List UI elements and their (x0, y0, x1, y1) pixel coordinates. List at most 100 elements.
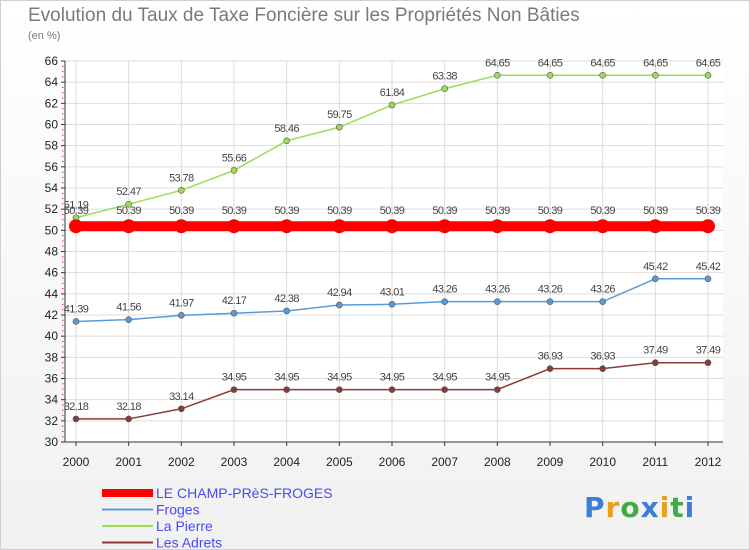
data-label: 51.19 (64, 200, 89, 212)
data-point (546, 298, 554, 305)
data-label: 50.39 (327, 205, 352, 217)
data-point (121, 219, 136, 234)
y-minor-tick (62, 198, 64, 200)
x-tick-label: 2012 (695, 455, 722, 469)
data-label: 34.95 (222, 372, 247, 384)
y-tick-label: 66 (45, 54, 59, 68)
data-point (494, 71, 501, 79)
legend-label: Froges (156, 502, 200, 518)
x-tick-label: 2000 (63, 455, 90, 469)
y-minor-tick (62, 240, 64, 242)
data-point (599, 298, 606, 305)
logo-letter: t (670, 491, 685, 524)
y-tick-label: 48 (45, 245, 59, 259)
data-label: 58.46 (274, 123, 299, 135)
y-minor-tick (62, 213, 64, 215)
logo-letter: P (584, 491, 606, 524)
data-label: 34.95 (432, 372, 457, 384)
data-point (385, 219, 399, 234)
y-minor-tick (62, 219, 64, 221)
data-point (230, 309, 238, 317)
logo-letter: x (640, 491, 660, 524)
data-point (546, 71, 554, 79)
y-minor-tick (62, 266, 64, 268)
data-label: 43.26 (590, 284, 615, 296)
data-point (283, 386, 290, 393)
data-label: 61.84 (380, 87, 405, 99)
y-minor-tick (62, 330, 64, 332)
data-point (388, 101, 396, 109)
data-point (441, 386, 448, 393)
data-point (178, 312, 185, 319)
data-label: 50.39 (274, 205, 299, 217)
y-minor-tick (62, 325, 64, 327)
y-minor-tick (62, 309, 64, 311)
y-minor-tick (62, 346, 64, 348)
data-label: 41.39 (64, 303, 89, 315)
y-minor-tick (62, 118, 64, 120)
x-tick-label: 2005 (326, 455, 353, 469)
y-axis-unit-label: (en %) (28, 30, 61, 42)
data-label: 64.65 (538, 57, 563, 69)
data-label: 50.39 (432, 205, 457, 217)
y-minor-tick (62, 319, 64, 321)
data-label: 32.18 (64, 401, 89, 413)
logo-letter: r (605, 491, 621, 524)
data-label: 43.26 (432, 284, 457, 296)
y-tick-label: 40 (45, 329, 59, 343)
y-tick-label: 50 (45, 223, 59, 237)
data-label: 53.78 (169, 172, 194, 184)
y-minor-tick (62, 171, 64, 173)
x-tick-label: 2011 (642, 455, 668, 469)
data-point (388, 386, 396, 393)
x-tick-label: 2006 (379, 455, 406, 469)
y-minor-tick (62, 150, 64, 152)
y-minor-tick (62, 97, 64, 99)
data-point (125, 415, 132, 423)
data-label: 32.18 (116, 401, 141, 413)
y-minor-tick (62, 176, 64, 178)
logo-letter: i (659, 491, 671, 524)
data-point (490, 219, 505, 234)
y-tick-label: 52 (45, 202, 59, 216)
y-minor-tick (62, 288, 64, 290)
data-point (125, 200, 132, 208)
data-point (336, 123, 343, 131)
data-point (279, 219, 294, 234)
data-point (69, 219, 83, 234)
y-tick-label: 44 (45, 287, 59, 301)
x-tick-label: 2010 (589, 455, 616, 469)
y-tick-label: 46 (45, 266, 59, 280)
y-tick-label: 58 (45, 139, 59, 153)
data-label: 50.39 (116, 205, 141, 217)
logo-letter: o (620, 491, 641, 524)
data-label: 50.39 (485, 205, 510, 217)
y-minor-tick (62, 298, 64, 300)
y-minor-tick (62, 92, 64, 94)
data-point (283, 307, 290, 315)
y-minor-tick (62, 65, 64, 67)
y-minor-tick (62, 409, 64, 411)
data-label: 64.65 (696, 57, 721, 69)
proxiti-logo: Proxiti (584, 491, 695, 524)
data-label: 42.38 (274, 293, 299, 305)
x-tick-label: 2009 (537, 455, 564, 469)
data-point (494, 298, 501, 305)
y-minor-tick (62, 76, 64, 78)
data-label: 50.39 (222, 205, 247, 217)
x-tick-label: 2001 (115, 455, 142, 469)
y-minor-tick (62, 192, 64, 194)
data-label: 52.47 (116, 186, 141, 198)
data-point (283, 137, 290, 145)
y-tick-label: 64 (45, 75, 59, 89)
data-point (546, 365, 554, 372)
data-label: 50.39 (696, 205, 721, 217)
y-minor-tick (62, 86, 64, 88)
data-label: 36.93 (590, 351, 615, 363)
data-label: 34.95 (274, 372, 299, 384)
y-minor-tick (62, 134, 64, 136)
y-tick-label: 62 (45, 96, 59, 110)
y-minor-tick (62, 71, 64, 73)
data-point (704, 71, 712, 79)
